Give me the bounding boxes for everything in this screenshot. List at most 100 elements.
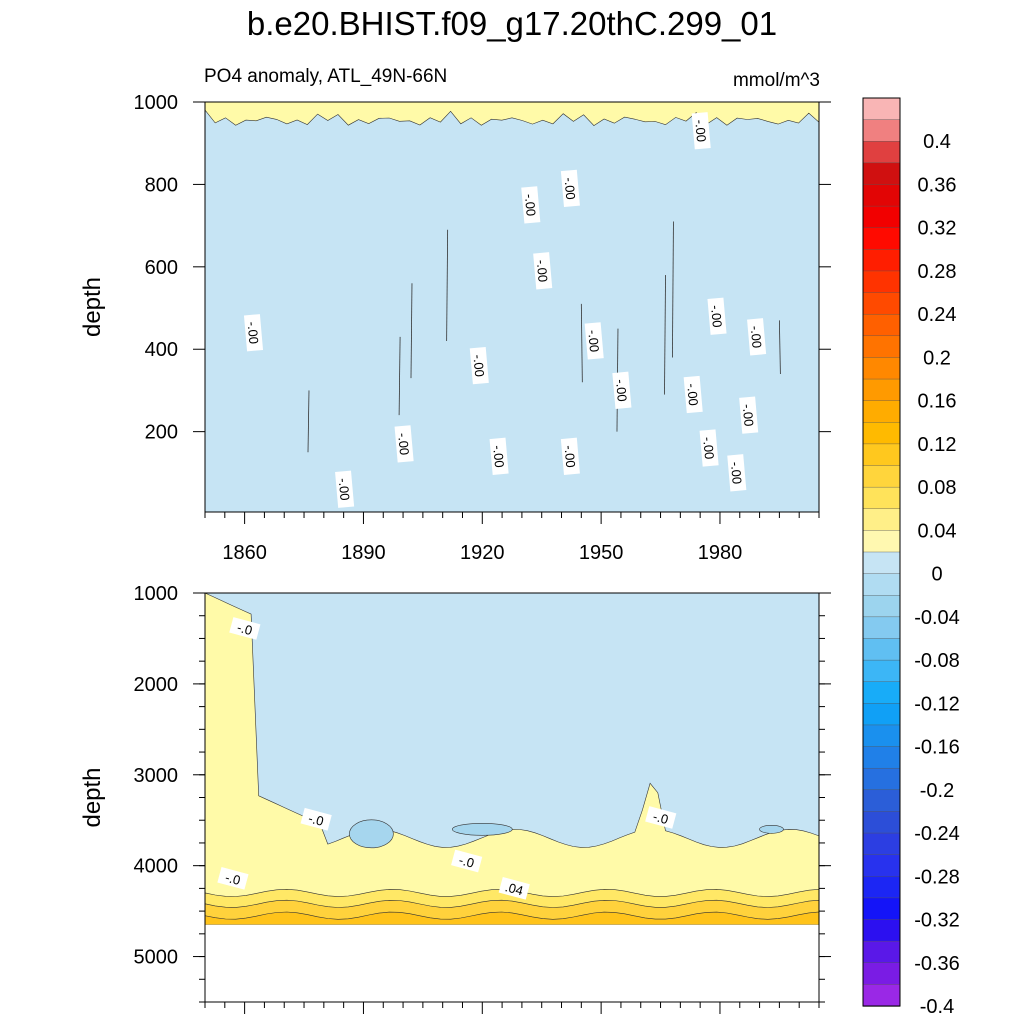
colorbar-label: -0.08 xyxy=(914,650,960,672)
colorbar-swatch xyxy=(862,767,901,791)
y-tick-label: 3000 xyxy=(134,765,179,787)
contour-line xyxy=(672,221,674,358)
contour-label-box xyxy=(300,807,332,831)
contour-line xyxy=(778,320,781,374)
negative-anomaly-pool xyxy=(451,823,513,836)
y-tick-label: 1000 xyxy=(134,583,179,605)
colorbar-swatch xyxy=(862,508,901,532)
colorbar-swatch xyxy=(862,703,901,726)
contour-label-box xyxy=(521,186,541,224)
contour-label-box xyxy=(489,437,509,475)
colorbar-swatch xyxy=(862,659,901,683)
contour-label: -.00 xyxy=(683,375,703,414)
surface-positive-fringe xyxy=(204,101,820,126)
contour-label-text: -.00 xyxy=(700,436,717,460)
colorbar-label: 0.04 xyxy=(918,520,957,542)
contour-label-box xyxy=(584,322,604,360)
colorbar-frame xyxy=(862,97,901,1007)
colorbar-swatch xyxy=(862,249,901,272)
contour-label-text: -.00 xyxy=(748,325,765,349)
colorbar-label: -0.16 xyxy=(914,737,960,759)
contour-label-box xyxy=(533,252,553,290)
colorbar-swatch xyxy=(862,443,901,467)
contour-label: -.00 xyxy=(727,454,747,492)
colorbar-label: 0.2 xyxy=(923,347,951,369)
colorbar-swatch xyxy=(862,962,901,986)
contour-label-box xyxy=(335,470,355,508)
contour-label-box xyxy=(217,866,249,890)
colorbar-label: 0.28 xyxy=(918,261,957,283)
colorbar-label: -0.2 xyxy=(920,780,954,802)
contour-line xyxy=(580,303,583,383)
contour-label-box xyxy=(691,112,711,150)
colorbar-swatch xyxy=(862,486,901,510)
x-tick-label: 1950 xyxy=(579,542,624,564)
contour-label-box xyxy=(560,437,580,475)
contour-label: -.00 xyxy=(335,470,355,508)
contour-label-box xyxy=(683,375,703,414)
colorbar-label: 0.12 xyxy=(918,434,957,456)
contour-label-box xyxy=(451,849,483,873)
colorbar-label: -0.28 xyxy=(914,866,960,888)
contour-label-text: -.00 xyxy=(395,432,412,456)
contour-label: -.00 xyxy=(489,437,509,475)
contour-label-box xyxy=(645,806,677,829)
contour-label-text: -.00 xyxy=(470,354,487,378)
colorbar-label: 0 xyxy=(931,564,942,586)
colorbar-swatch xyxy=(862,638,901,661)
units-label: mmol/m^3 xyxy=(733,70,820,91)
colorbar-swatch xyxy=(862,378,901,402)
contour-label-text: -.0 xyxy=(224,870,243,888)
colorbar-swatch xyxy=(862,205,901,229)
colorbar-swatch xyxy=(862,940,901,964)
panel-subtitle: PO4 anomaly, ATL_49N-66N xyxy=(204,66,447,87)
colorbar-swatch xyxy=(862,919,901,942)
colorbar-swatch xyxy=(862,270,901,294)
colorbar-label: -0.12 xyxy=(914,693,960,715)
colorbar-label: 0.36 xyxy=(918,174,957,196)
contour-label-box xyxy=(394,425,414,463)
contour-label-text: -.00 xyxy=(728,461,745,485)
x-tick-label: 1890 xyxy=(341,542,386,564)
contour-label: -.00 xyxy=(739,396,759,434)
contour-label: -.00 xyxy=(560,437,580,475)
contour-label-box xyxy=(707,297,727,335)
contour-label-text: -.00 xyxy=(708,304,725,328)
lower-panel: -.0 -.0 -.0 -.0 -.0 .04 1000 2000 3000 4000 5000 de… xyxy=(79,583,831,1014)
contour-label: -.00 xyxy=(691,112,711,150)
colorbar-swatch xyxy=(862,422,901,445)
colorbar-swatch xyxy=(862,811,901,834)
contour-label-text: -.00 xyxy=(561,445,578,469)
contour-label-box xyxy=(243,314,264,352)
y-axis-label: depth xyxy=(79,767,106,827)
contour-line xyxy=(410,283,413,379)
contour-label: -.00 xyxy=(707,297,727,335)
colorbar-swatch xyxy=(862,681,901,705)
colorbar-swatch xyxy=(862,724,901,748)
y-tick-label: 5000 xyxy=(134,947,179,969)
colorbar-label: 0.32 xyxy=(918,218,957,240)
colorbar-label: -0.36 xyxy=(914,953,960,975)
colorbar-label: -0.32 xyxy=(914,910,960,932)
contour-label-text: -.0 xyxy=(457,852,476,870)
colorbar-swatch xyxy=(862,530,901,553)
colorbar-swatch xyxy=(862,313,901,337)
y-tick-label: 2000 xyxy=(134,674,179,696)
contour-label-text: -.00 xyxy=(740,403,757,427)
y-tick-label: 1000 xyxy=(134,92,179,114)
colorbar-swatch xyxy=(862,97,901,121)
x-tick-label: 1980 xyxy=(698,542,743,564)
contour-label-box xyxy=(612,371,632,409)
contour-label-box xyxy=(739,396,759,434)
contour-label-text: -.00 xyxy=(336,477,353,501)
contour-label: -.00 xyxy=(533,252,553,290)
contour-label: -.00 xyxy=(699,429,719,467)
contour-label: -.0 xyxy=(451,849,483,873)
colorbar-label: 0.4 xyxy=(923,131,951,153)
contour-label-box xyxy=(498,876,530,900)
contour-label-text: -.00 xyxy=(613,379,630,403)
contour-label-text: -.0 xyxy=(307,811,326,829)
plot-background xyxy=(205,102,819,512)
contour-label-text: -.00 xyxy=(561,177,578,201)
x-tick-label: 1920 xyxy=(460,542,505,564)
